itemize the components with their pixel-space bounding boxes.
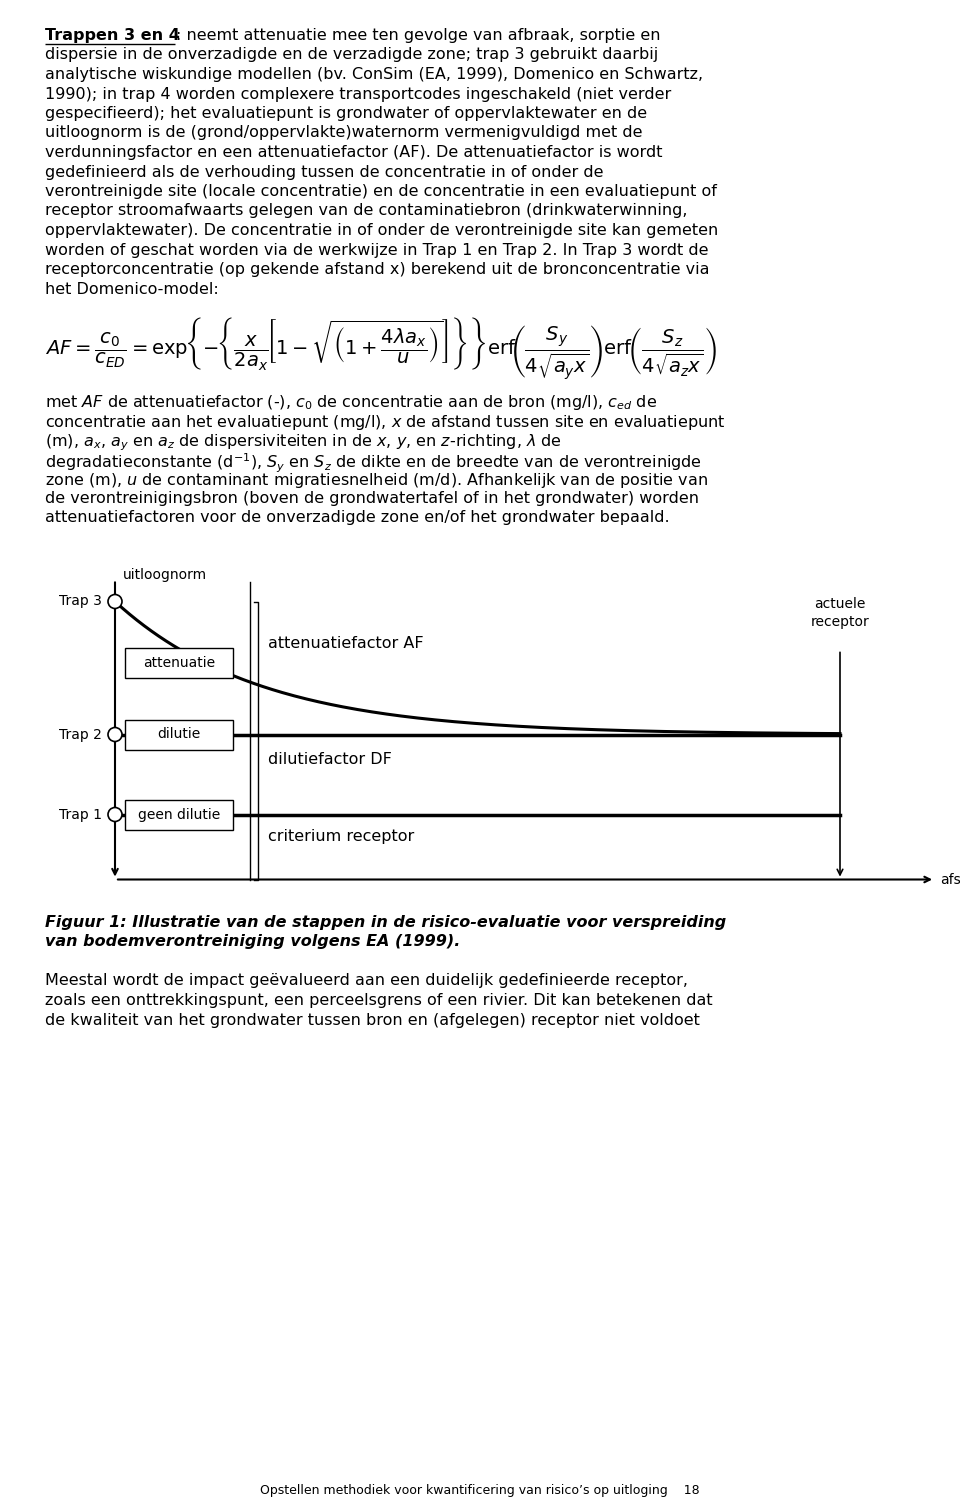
Text: Figuur 1: Illustratie van de stappen in de risico-evaluatie voor verspreiding: Figuur 1: Illustratie van de stappen in … [45,914,727,929]
Text: uitloognorm: uitloognorm [123,567,207,582]
Text: attenuatie: attenuatie [143,656,215,669]
Text: gespecifieerd); het evaluatiepunt is grondwater of oppervlaktewater en de: gespecifieerd); het evaluatiepunt is gro… [45,105,647,120]
FancyBboxPatch shape [125,800,233,830]
Text: (m), $a_x$, $a_y$ en $a_z$ de dispersiviteiten in de $x$, $y$, en $z$-richting, : (m), $a_x$, $a_y$ en $a_z$ de dispersivi… [45,432,562,453]
Text: 1990); in trap 4 worden complexere transportcodes ingeschakeld (niet verder: 1990); in trap 4 worden complexere trans… [45,87,671,101]
Text: gedefinieerd als de verhouding tussen de concentratie in of onder de: gedefinieerd als de verhouding tussen de… [45,164,604,179]
Circle shape [108,808,122,821]
Text: receptorconcentratie (op gekende afstand x) berekend uit de bronconcentratie via: receptorconcentratie (op gekende afstand… [45,262,709,277]
Text: Trappen 3 en 4: Trappen 3 en 4 [45,29,180,44]
Text: van bodemverontreiniging volgens EA (1999).: van bodemverontreiniging volgens EA (199… [45,934,461,949]
FancyBboxPatch shape [125,719,233,749]
Text: met $\mathit{AF}$ de attenuatiefactor (-), $c_0$ de concentratie aan de bron (mg: met $\mathit{AF}$ de attenuatiefactor (-… [45,393,657,412]
Text: degradatieconstante (d$^{-1}$), $S_y$ en $S_z$ de dikte en de breedte van de ver: degradatieconstante (d$^{-1}$), $S_y$ en… [45,451,702,475]
Text: worden of geschat worden via de werkwijze in Trap 1 en Trap 2. In Trap 3 wordt d: worden of geschat worden via de werkwijz… [45,242,708,257]
Text: oppervlaktewater). De concentratie in of onder de verontreinigde site kan gemete: oppervlaktewater). De concentratie in of… [45,223,718,238]
Text: geen dilutie: geen dilutie [138,808,220,821]
Text: het Domenico-model:: het Domenico-model: [45,281,219,296]
Text: zone (m), $u$ de contaminant migratiesnelheid (m/d). Afhankelijk van de positie : zone (m), $u$ de contaminant migratiesne… [45,471,708,490]
Text: verontreinigde site (locale concentratie) en de concentratie in een evaluatiepun: verontreinigde site (locale concentratie… [45,183,717,199]
Text: receptor stroomafwaarts gelegen van de contaminatiebron (drinkwaterwinning,: receptor stroomafwaarts gelegen van de c… [45,203,687,218]
Text: afstand: afstand [940,872,960,886]
Text: dilutie: dilutie [157,728,201,741]
Text: actuele
receptor: actuele receptor [810,597,870,629]
Text: dilutiefactor DF: dilutiefactor DF [268,752,392,767]
Text: Trap 3: Trap 3 [60,594,102,609]
Text: zoals een onttrekkingspunt, een perceelsgrens of een rivier. Dit kan betekenen d: zoals een onttrekkingspunt, een perceels… [45,993,712,1008]
Text: dispersie in de onverzadigde en de verzadigde zone; trap 3 gebruikt daarbij: dispersie in de onverzadigde en de verza… [45,48,659,63]
Text: attenuatiefactor AF: attenuatiefactor AF [268,636,423,651]
Text: criterium receptor: criterium receptor [268,830,415,845]
Circle shape [108,594,122,609]
Text: verdunningsfactor en een attenuatiefactor (AF). De attenuatiefactor is wordt: verdunningsfactor en een attenuatiefacto… [45,144,662,159]
Text: Opstellen methodiek voor kwantificering van risico’s op uitloging    18: Opstellen methodiek voor kwantificering … [260,1484,700,1496]
Circle shape [108,728,122,741]
FancyBboxPatch shape [125,648,233,678]
Text: Meestal wordt de impact geëvalueerd aan een duidelijk gedefinieerde receptor,: Meestal wordt de impact geëvalueerd aan … [45,973,688,988]
Text: analytische wiskundige modellen (bv. ConSim (EA, 1999), Domenico en Schwartz,: analytische wiskundige modellen (bv. Con… [45,68,703,83]
Text: Trap 2: Trap 2 [60,728,102,741]
Text: concentratie aan het evaluatiepunt (mg/l), $x$ de afstand tussen site en evaluat: concentratie aan het evaluatiepunt (mg/l… [45,412,726,432]
Text: Trap 1: Trap 1 [59,808,102,821]
Text: de kwaliteit van het grondwater tussen bron en (afgelegen) receptor niet voldoet: de kwaliteit van het grondwater tussen b… [45,1012,700,1027]
Text: $AF = \dfrac{c_0}{c_{ED}} = \mathrm{exp}\!\left\{-\!\left\{\dfrac{x}{2a_x}\!\lef: $AF = \dfrac{c_0}{c_{ED}} = \mathrm{exp}… [45,314,717,382]
Text: de verontreinigingsbron (boven de grondwatertafel of in het grondwater) worden: de verontreinigingsbron (boven de grondw… [45,490,699,505]
Text: attenuatiefactoren voor de onverzadigde zone en/of het grondwater bepaald.: attenuatiefactoren voor de onverzadigde … [45,510,670,525]
Text: uitloognorm is de (grond/oppervlakte)waternorm vermenigvuldigd met de: uitloognorm is de (grond/oppervlakte)wat… [45,125,642,140]
Text: : neemt attenuatie mee ten gevolge van afbraak, sorptie en: : neemt attenuatie mee ten gevolge van a… [176,29,660,44]
